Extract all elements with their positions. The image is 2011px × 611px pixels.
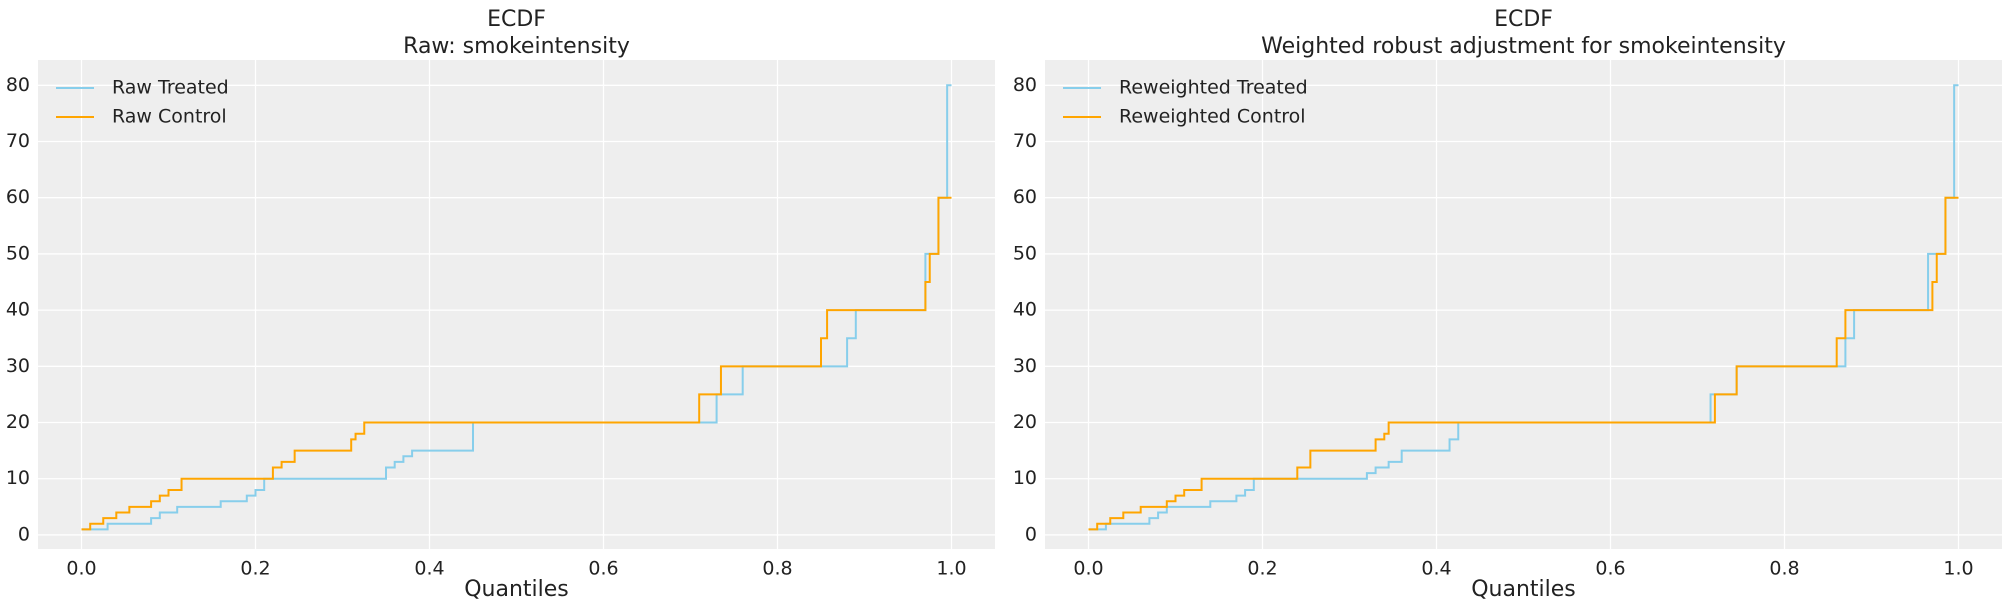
chart-title: ECDF <box>487 7 546 32</box>
x-tick-label: 0.6 <box>588 558 618 580</box>
plot-area <box>1045 60 2002 549</box>
ecdf-line <box>1088 84 1959 531</box>
plot-area <box>38 60 995 549</box>
x-tick-label: 1.0 <box>1943 558 1973 580</box>
y-tick-label: 40 <box>6 299 30 321</box>
x-tick-label: 0.0 <box>66 558 96 580</box>
y-tick-label: 0 <box>18 523 30 545</box>
x-tick-label: 0.4 <box>414 558 444 580</box>
x-tick-label: 0.2 <box>240 558 270 580</box>
x-tick-label: 0.0 <box>1073 558 1103 580</box>
y-tick-label: 20 <box>1013 411 1037 433</box>
y-tick-label: 50 <box>1013 242 1037 264</box>
x-tick-label: 1.0 <box>936 558 966 580</box>
x-axis-label: Quantiles <box>1471 577 1576 602</box>
x-axis-label: Quantiles <box>464 577 569 602</box>
ecdf-line <box>81 196 952 531</box>
y-tick-label: 70 <box>6 130 30 152</box>
y-tick-label: 30 <box>1013 355 1037 377</box>
y-tick-label: 0 <box>1025 523 1037 545</box>
y-tick-label: 70 <box>1013 130 1037 152</box>
y-tick-label: 80 <box>6 74 30 96</box>
legend-label: Raw Control <box>112 106 227 128</box>
x-tick-label: 0.2 <box>1247 558 1277 580</box>
y-tick-label: 80 <box>1013 74 1037 96</box>
y-tick-label: 10 <box>1013 467 1037 489</box>
legend-label: Reweighted Control <box>1119 106 1306 128</box>
y-tick-label: 60 <box>1013 186 1037 208</box>
y-tick-label: 50 <box>6 242 30 264</box>
x-tick-label: 0.8 <box>762 558 792 580</box>
chart-subtitle: Raw: smokeintensity <box>403 34 630 59</box>
legend-label: Reweighted Treated <box>1119 77 1308 99</box>
y-tick-label: 20 <box>6 411 30 433</box>
x-tick-label: 0.6 <box>1595 558 1625 580</box>
chart-subtitle: Weighted robust adjustment for smokeinte… <box>1261 34 1786 59</box>
ecdf-line <box>1088 196 1959 531</box>
chart-title: ECDF <box>1494 7 1553 32</box>
y-tick-label: 60 <box>6 186 30 208</box>
x-tick-label: 0.8 <box>1769 558 1799 580</box>
x-tick-label: 0.4 <box>1421 558 1451 580</box>
y-tick-label: 30 <box>6 355 30 377</box>
legend-label: Raw Treated <box>112 77 229 99</box>
y-tick-label: 40 <box>1013 299 1037 321</box>
y-tick-label: 10 <box>6 467 30 489</box>
